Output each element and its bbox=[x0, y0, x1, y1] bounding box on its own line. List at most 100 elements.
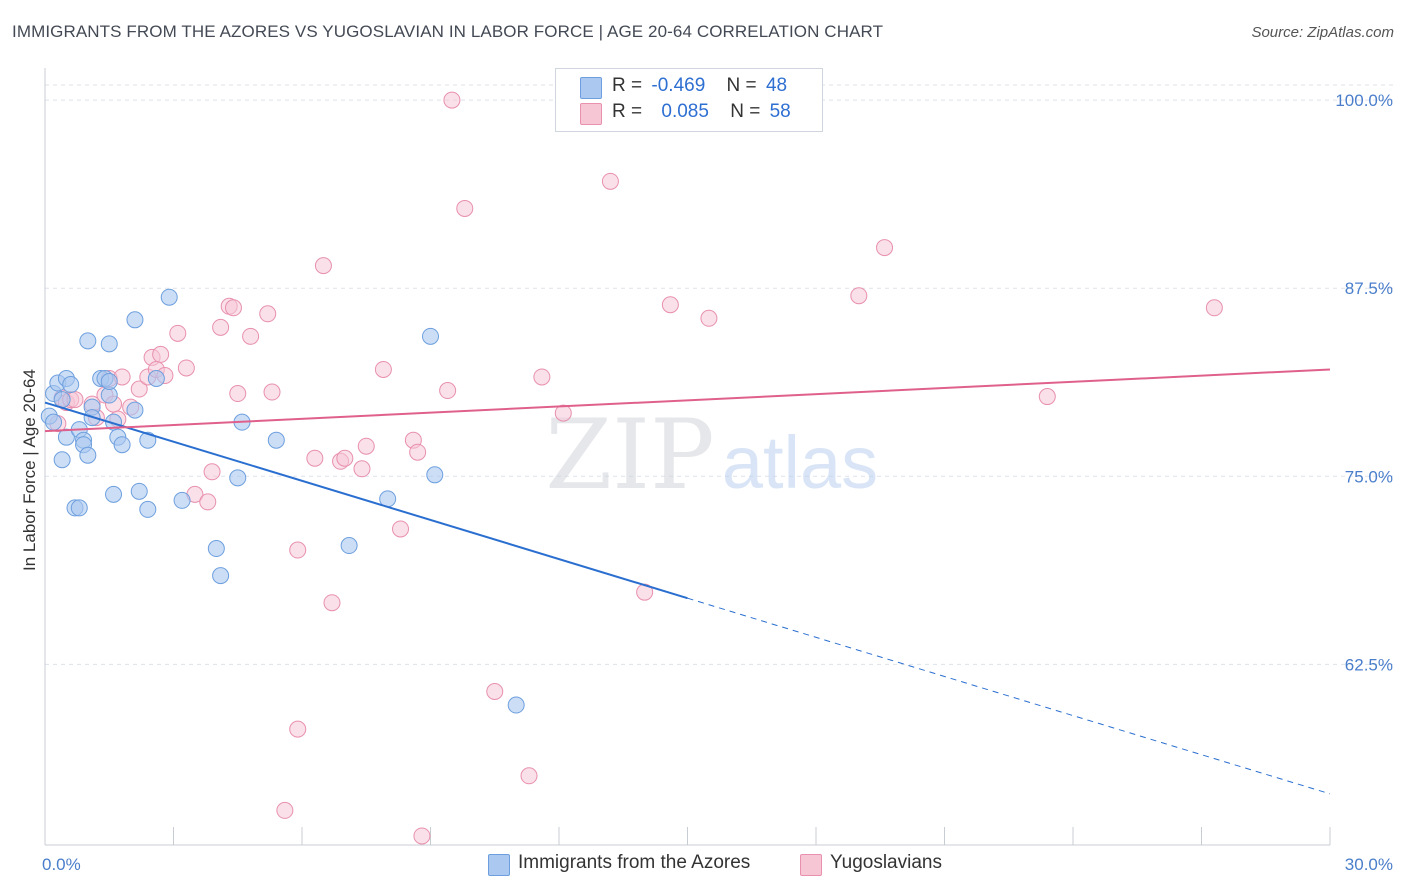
y-tick-labels: 100.0% 87.5% 75.0% 62.5% bbox=[1335, 91, 1393, 674]
y-tick-label: 100.0% bbox=[1335, 91, 1393, 110]
yugoslavians-point bbox=[374, 360, 392, 378]
yugoslavians-point bbox=[229, 385, 247, 403]
bottom-legend-swatch-azores bbox=[488, 854, 510, 876]
yugoslavians-point bbox=[439, 382, 457, 400]
axes bbox=[44, 68, 1331, 846]
legend-r-label: R = bbox=[612, 101, 643, 122]
bottom-legend-label-azores: Immigrants from the Azores bbox=[518, 852, 751, 873]
yugoslavians-point bbox=[336, 449, 354, 467]
correlation-legend: R = -0.469 N = 48 R = 0.085 N = 58 bbox=[555, 68, 823, 132]
yugoslavians-point bbox=[199, 493, 217, 511]
yugoslavians-point bbox=[409, 443, 427, 461]
azores-point bbox=[70, 499, 88, 517]
yugoslavians-point bbox=[130, 380, 148, 398]
azores-point bbox=[422, 327, 439, 345]
azores-point bbox=[113, 436, 131, 454]
yugoslavians-point bbox=[177, 359, 195, 377]
azores-point bbox=[100, 373, 118, 391]
azores-point bbox=[139, 500, 157, 518]
yugoslavians-point bbox=[306, 449, 324, 467]
azores-trend-extension bbox=[687, 597, 1331, 795]
yugoslavians-point bbox=[289, 541, 307, 559]
azores-point bbox=[340, 537, 358, 555]
yugoslavians-point bbox=[314, 257, 332, 275]
azores-point bbox=[160, 288, 178, 306]
legend-n-value: 58 bbox=[769, 101, 791, 122]
azores-point bbox=[105, 485, 123, 503]
yugoslavians-point bbox=[152, 345, 170, 363]
yugoslavians-point bbox=[224, 299, 242, 317]
azores-point bbox=[45, 413, 63, 431]
legend-r-value: -0.469 bbox=[651, 75, 706, 96]
yugoslavians-point bbox=[661, 296, 679, 314]
yugoslavians-point bbox=[850, 287, 868, 305]
yugoslavians-point bbox=[259, 305, 277, 323]
yugoslavians-point bbox=[169, 324, 187, 342]
azores-point bbox=[229, 469, 247, 487]
trend-lines bbox=[44, 368, 1331, 795]
azores-points bbox=[40, 288, 525, 714]
y-tick-label: 75.0% bbox=[1345, 467, 1393, 486]
azores-point bbox=[426, 466, 444, 484]
legend-swatch-azores bbox=[580, 77, 602, 99]
y-tick-label: 87.5% bbox=[1345, 279, 1393, 298]
yugoslavians-point bbox=[1038, 388, 1056, 406]
yugoslavians-point bbox=[486, 683, 504, 701]
bottom-legend-label-yugoslavians: Yugoslavians bbox=[830, 852, 942, 873]
legend-r-label: R = bbox=[612, 75, 643, 96]
yugoslavians-point bbox=[392, 520, 410, 538]
yugoslavians-point bbox=[263, 383, 281, 401]
yugoslavians-point bbox=[357, 437, 375, 455]
watermark-zip: ZIP bbox=[545, 399, 714, 511]
azores-point bbox=[53, 451, 71, 469]
yugoslavians-point bbox=[203, 463, 221, 481]
azores-point bbox=[130, 482, 148, 500]
legend-swatch-yugoslavians bbox=[580, 103, 602, 125]
azores-point bbox=[147, 369, 165, 387]
yugoslavians-point bbox=[443, 91, 461, 109]
azores-trend-line bbox=[44, 401, 688, 600]
legend-n-value: 48 bbox=[765, 75, 788, 96]
chart-title: IMMIGRANTS FROM THE AZORES VS YUGOSLAVIA… bbox=[12, 22, 884, 41]
legend-r-value: 0.085 bbox=[661, 101, 709, 122]
x-tick-label: 0.0% bbox=[42, 855, 81, 874]
legend-n-label: N = bbox=[730, 101, 761, 122]
yugoslavians-point bbox=[533, 368, 551, 386]
yugoslavians-point bbox=[242, 327, 260, 345]
yugoslavians-trend-line bbox=[44, 368, 1331, 433]
yugoslavians-point bbox=[554, 404, 572, 422]
yugoslavians-point bbox=[353, 460, 371, 478]
azores-point bbox=[139, 431, 157, 449]
azores-point bbox=[62, 376, 80, 394]
azores-point bbox=[207, 540, 225, 558]
yugoslavians-point bbox=[601, 172, 619, 190]
source-credit: Source: ZipAtlas.com bbox=[1251, 24, 1394, 41]
bottom-legend-swatch-yugoslavians bbox=[800, 854, 822, 876]
azores-point bbox=[126, 311, 144, 329]
yugoslavians-point bbox=[700, 309, 718, 327]
yugoslavians-point bbox=[276, 801, 294, 819]
azores-point bbox=[79, 446, 97, 464]
y-tick-label: 62.5% bbox=[1345, 655, 1393, 674]
x-tick-labels: 0.0% 30.0% bbox=[42, 855, 1393, 874]
azores-point bbox=[267, 431, 285, 449]
yugoslavians-point bbox=[520, 767, 538, 785]
azores-point bbox=[126, 401, 144, 419]
yugoslavians-points bbox=[49, 91, 1223, 845]
yugoslavians-point bbox=[323, 594, 341, 612]
yugoslavians-point bbox=[212, 318, 230, 336]
watermark-atlas: atlas bbox=[722, 421, 878, 504]
yugoslavians-point bbox=[456, 199, 474, 217]
azores-point bbox=[507, 696, 525, 714]
gridlines bbox=[45, 84, 1395, 665]
x-tick-label: 30.0% bbox=[1345, 855, 1393, 874]
yugoslavians-point bbox=[413, 827, 431, 845]
watermark: ZIP atlas bbox=[545, 399, 878, 511]
azores-point bbox=[212, 567, 230, 585]
yugoslavians-point bbox=[1205, 299, 1223, 317]
azores-point bbox=[100, 335, 118, 353]
azores-point bbox=[79, 332, 97, 350]
azores-point bbox=[173, 491, 191, 509]
legend-n-label: N = bbox=[726, 75, 757, 96]
